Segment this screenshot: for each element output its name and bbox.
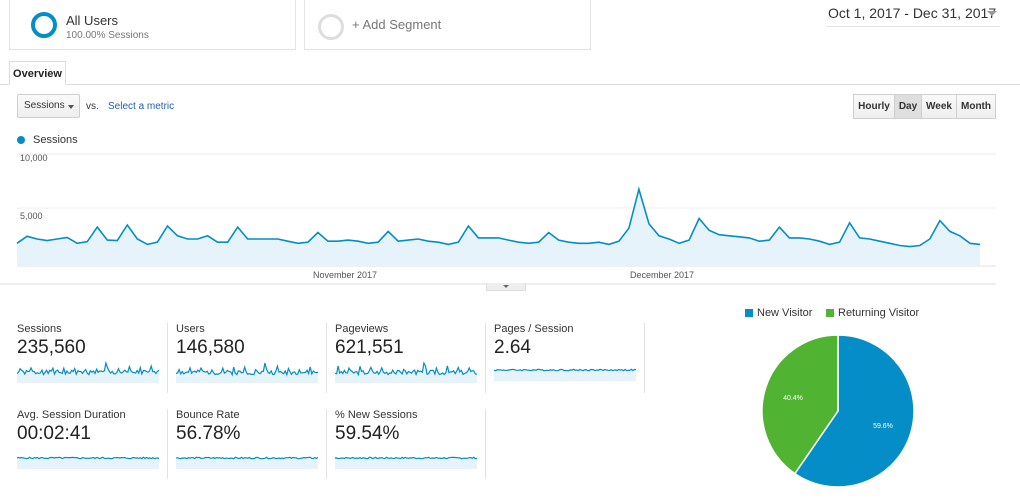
chevron-down-icon[interactable] [987, 11, 997, 16]
scorecard-value: 00:02:41 [17, 423, 91, 444]
scorecard-label: Avg. Session Duration [17, 409, 126, 421]
sessions-line-chart [0, 153, 996, 285]
segment-subtitle: 100.00% Sessions [66, 30, 149, 41]
scorecard-label: Bounce Rate [176, 409, 240, 421]
sparkline-fill [17, 457, 159, 469]
pie-label-returning-visitor: 40.4% [783, 395, 803, 402]
scorecard-value: 235,560 [17, 337, 86, 358]
sparkline [17, 456, 159, 469]
scorecard-bounce-rate[interactable]: Bounce Rate 56.78% [176, 409, 327, 479]
sparkline-line [176, 456, 318, 460]
sparkline [176, 362, 318, 383]
sparkline-line [335, 361, 477, 377]
visitor-type-pie-chart: 59.6% 40.4% [761, 334, 915, 488]
legend-new-visitor-swatch [745, 309, 753, 317]
segment-ring-icon [31, 12, 57, 38]
pie-label-new-visitor: 59.6% [873, 423, 893, 430]
metric-select[interactable]: Sessions [17, 94, 80, 118]
scorecard-value: 146,580 [176, 337, 245, 358]
pie-slice-returning-visitor [761, 334, 839, 475]
scorecard-label: % New Sessions [335, 409, 418, 421]
sparkline-fill [335, 457, 477, 469]
scorecard-avg-session-duration[interactable]: Avg. Session Duration 00:02:41 [17, 409, 168, 479]
x-tick-december: December 2017 [630, 270, 695, 280]
sparkline [335, 361, 477, 383]
sparkline-line [176, 362, 318, 377]
y-tick-10000: 10,000 [20, 153, 48, 163]
tab-bar-line [0, 84, 1020, 85]
sparkline [176, 456, 318, 469]
scorecard-label: Pages / Session [494, 323, 574, 335]
scorecard-new-sessions[interactable]: % New Sessions 59.54% [335, 409, 486, 479]
sessions-area-fill [17, 189, 980, 266]
sparkline-line [17, 361, 159, 376]
segment-title: All Users [66, 13, 119, 28]
select-metric-link[interactable]: Select a metric [108, 101, 175, 112]
collapse-toggle[interactable] [486, 283, 526, 291]
scorecard-value: 56.78% [176, 423, 241, 444]
scorecard-users[interactable]: Users 146,580 [176, 323, 327, 393]
segment-all-users[interactable]: All Users 100.00% Sessions [9, 0, 296, 50]
scorecard-sessions[interactable]: Sessions 235,560 [17, 323, 168, 393]
date-range-picker[interactable]: Oct 1, 2017 - Dec 31, 2017 [828, 5, 997, 21]
sessions-legend-label: Sessions [33, 134, 78, 146]
day-button[interactable]: Day [894, 94, 922, 119]
sparkline [17, 361, 159, 383]
pie-slice-new-visitor [793, 334, 915, 488]
date-range-underline [826, 26, 1000, 27]
tab-overview[interactable]: Overview [9, 61, 66, 85]
hourly-button[interactable]: Hourly [853, 94, 895, 119]
metric-select-value: Sessions [24, 100, 65, 111]
y-tick-5000: 5,000 [20, 211, 43, 221]
scorecard-value: 59.54% [335, 423, 400, 444]
add-segment-ring-icon [318, 14, 344, 40]
legend-returning-visitor-swatch [826, 309, 834, 317]
sparkline-line [17, 456, 159, 460]
month-button[interactable]: Month [956, 94, 996, 119]
sparkline-fill [176, 363, 318, 383]
sparkline-fill [176, 457, 318, 469]
week-button[interactable]: Week [921, 94, 957, 119]
sessions-series-line [16, 186, 981, 248]
sparkline-fill [17, 363, 159, 383]
scorecard-value: 2.64 [494, 337, 531, 358]
sparkline-line [335, 456, 477, 460]
sparkline-fill [494, 369, 636, 381]
vs-label: vs. [86, 101, 99, 112]
add-segment-label: + Add Segment [352, 17, 442, 32]
sparkline [335, 456, 477, 469]
scorecard-label: Users [176, 323, 205, 335]
legend-new-visitor: New Visitor [757, 307, 813, 319]
scorecard-pageviews[interactable]: Pageviews 621,551 [335, 323, 486, 393]
sessions-legend-dot [17, 136, 25, 144]
scorecard-pages-per-session[interactable]: Pages / Session 2.64 [494, 323, 645, 393]
sparkline-line [494, 368, 636, 372]
x-tick-november: November 2017 [313, 270, 378, 280]
scorecard-value: 621,551 [335, 337, 404, 358]
add-segment-box[interactable]: + Add Segment [304, 0, 591, 50]
legend-returning-visitor: Returning Visitor [838, 307, 920, 319]
scorecard-label: Sessions [17, 323, 62, 335]
sparkline [494, 368, 636, 381]
dropdown-caret-icon [68, 105, 74, 109]
scorecard-label: Pageviews [335, 323, 389, 335]
